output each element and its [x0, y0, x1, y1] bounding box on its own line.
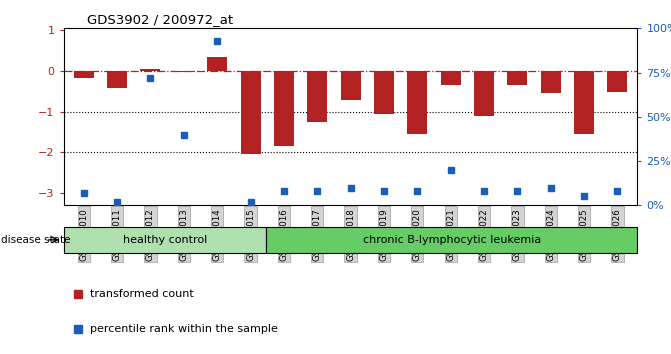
Text: percentile rank within the sample: percentile rank within the sample [89, 324, 277, 334]
Bar [64, 227, 266, 253]
Bar [541, 71, 561, 93]
Bar [407, 71, 427, 134]
Bar [507, 71, 527, 85]
Bar [174, 71, 194, 72]
Bar [341, 71, 360, 100]
Bar [140, 69, 160, 71]
Bar [274, 71, 294, 146]
Text: GDS3902 / 200972_at: GDS3902 / 200972_at [87, 13, 233, 26]
Bar [607, 71, 627, 92]
Text: transformed count: transformed count [89, 289, 193, 299]
Bar [266, 227, 637, 253]
Bar [207, 57, 227, 71]
Text: disease state: disease state [1, 235, 70, 245]
Bar [474, 71, 494, 116]
Bar [240, 71, 260, 154]
Bar [574, 71, 594, 134]
Bar [107, 71, 127, 88]
Text: chronic B-lymphocytic leukemia: chronic B-lymphocytic leukemia [363, 235, 541, 245]
Bar [441, 71, 461, 85]
Bar [74, 71, 94, 78]
Text: healthy control: healthy control [123, 235, 207, 245]
Bar [374, 71, 394, 114]
Bar [307, 71, 327, 122]
